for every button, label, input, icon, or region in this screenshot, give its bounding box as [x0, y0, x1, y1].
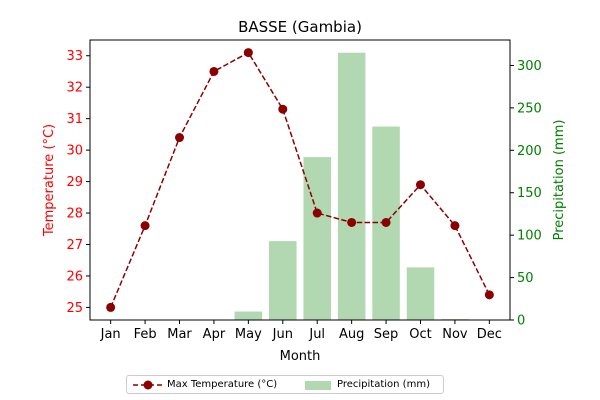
temperature-point-oct — [415, 180, 425, 190]
y-left-tick-label: 32 — [66, 81, 83, 96]
y-left-tick-label: 30 — [66, 144, 83, 159]
temperature-point-nov — [450, 221, 460, 231]
y-left-tick-label: 27 — [66, 238, 83, 253]
temperature-point-jul — [312, 208, 322, 218]
x-tick-label-may: May — [235, 327, 262, 342]
precip-bar-jun — [269, 241, 297, 320]
legend-label-precipitation: Precipitation (mm) — [337, 379, 430, 390]
y-right-tick-label: 300 — [517, 59, 542, 74]
y-right-tick-label: 150 — [517, 186, 542, 201]
y-left-tick-label: 33 — [66, 49, 83, 64]
y-left-tick-label: 25 — [66, 301, 83, 316]
temperature-point-feb — [140, 221, 150, 231]
x-tick-label-oct: Oct — [409, 327, 431, 342]
legend-patch-icon — [305, 381, 331, 390]
precip-bar-may — [234, 311, 263, 320]
x-tick-label-jan: Jan — [100, 327, 121, 342]
temperature-point-aug — [347, 217, 357, 227]
temperature-point-dec — [484, 290, 494, 300]
temperature-point-jun — [278, 104, 288, 114]
x-tick-label-nov: Nov — [442, 327, 468, 342]
y-right-tick-label: 0 — [517, 314, 525, 329]
x-tick-label-jun: Jun — [272, 327, 293, 342]
y-right-tick-label: 100 — [517, 229, 542, 244]
y-right-tick-label: 250 — [517, 101, 542, 116]
y-left-tick-label: 26 — [66, 269, 83, 284]
y-left-tick-label: 28 — [66, 207, 83, 222]
temperature-point-may — [243, 48, 253, 58]
axes: Jan Feb Mar Apr May Jun Jul Aug Sep Oct Nov Dec 25 26… — [66, 49, 541, 342]
x-tick-label-apr: Apr — [203, 327, 226, 342]
precipitation-bars — [234, 52, 469, 320]
temperature-point-mar — [175, 133, 185, 143]
x-tick-label-sep: Sep — [374, 327, 399, 342]
temperature-point-sep — [381, 217, 391, 227]
legend: Max Temperature (°C) Precipitation (mm) — [126, 375, 444, 394]
precip-bar-aug — [337, 52, 366, 320]
temperature-point-jan — [106, 302, 116, 312]
y-left-tick-label: 29 — [66, 175, 83, 190]
precip-bar-oct — [406, 267, 435, 320]
x-tick-label-jul: Jul — [308, 327, 325, 342]
x-tick-label-feb: Feb — [134, 327, 157, 342]
precip-bar-jul — [303, 157, 331, 320]
legend-label-temperature: Max Temperature (°C) — [167, 379, 278, 390]
chart-title: BASSE (Gambia) — [238, 18, 362, 36]
y-right-tick-label: 200 — [517, 144, 542, 159]
y-left-axis-label: Temperature (°C) — [42, 124, 57, 237]
y-right-axis-label: Precipitation (mm) — [552, 120, 567, 241]
y-left-tick-label: 31 — [66, 112, 83, 127]
temperature-point-apr — [209, 66, 219, 76]
x-axis-label: Month — [280, 349, 321, 364]
x-tick-label-mar: Mar — [167, 327, 192, 342]
plot-frame — [89, 39, 511, 321]
x-tick-label-aug: Aug — [339, 327, 364, 342]
legend-line-marker-icon — [133, 380, 163, 390]
temperature-line-series — [106, 48, 494, 312]
x-tick-label-dec: Dec — [477, 327, 502, 342]
y-right-tick-label: 50 — [517, 271, 534, 286]
temperature-line — [109, 51, 491, 308]
